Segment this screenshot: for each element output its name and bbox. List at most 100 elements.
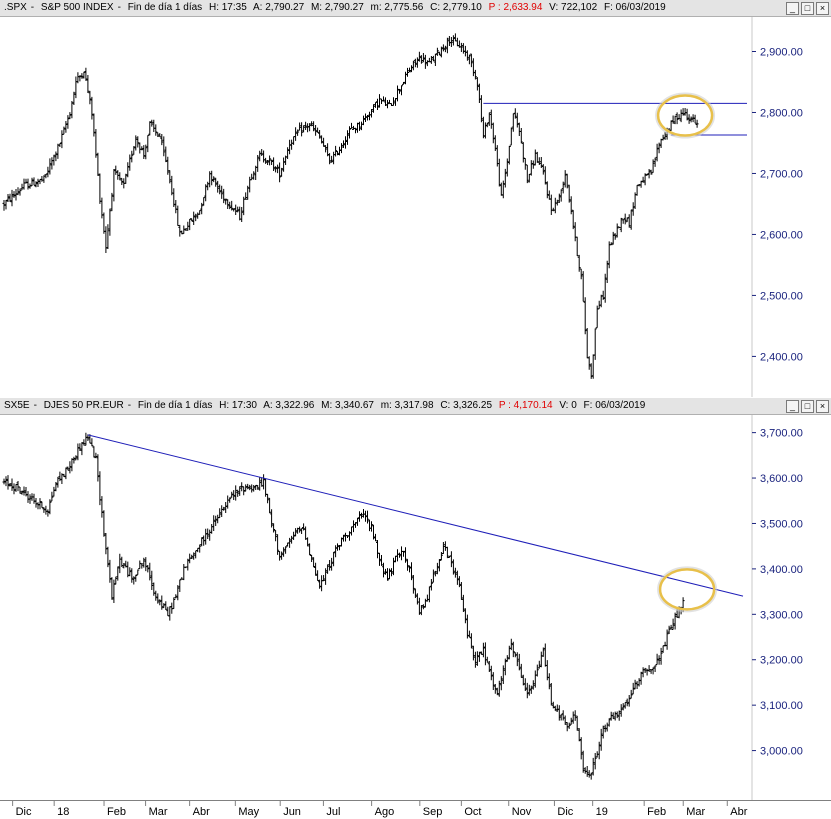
ohlc-bar (671, 618, 675, 630)
ohlc-bar (42, 507, 46, 513)
ohlc-bar (473, 69, 477, 80)
ohlc-bar (441, 542, 445, 554)
ohlc-bar (140, 146, 144, 151)
ohlc-bar (587, 770, 591, 778)
ohlc-bar (322, 137, 326, 147)
ohlc-bar (392, 557, 395, 576)
ohlc-bar (194, 550, 198, 559)
ohlc-bar (128, 567, 132, 577)
ohlc-bar (523, 678, 527, 691)
ohlc-bar (296, 129, 300, 136)
ohlc-bar (653, 665, 657, 672)
ohlc-bar (413, 58, 417, 68)
minimize-button[interactable]: _ (786, 2, 799, 15)
ohlc-bar (441, 44, 445, 52)
ohlc-bar (186, 558, 190, 571)
ohlc-bar (46, 509, 50, 517)
sx5e-close: C: 3,326.25 (440, 400, 493, 411)
ohlc-bar (160, 134, 164, 146)
ohlc-bar (178, 224, 182, 237)
ohlc-bar (320, 135, 324, 144)
ohlc-bar (194, 213, 198, 222)
ohlc-bar (643, 667, 647, 673)
ohlc-bar (242, 486, 246, 496)
maximize-button[interactable]: □ (801, 400, 814, 413)
ohlc-bar (501, 180, 505, 199)
ohlc-bar (292, 531, 296, 540)
ohlc-bar (451, 35, 455, 46)
minimize-button[interactable]: _ (786, 400, 799, 413)
sx5e-symbol: SX5E (4, 400, 30, 411)
ohlc-bar (487, 661, 491, 672)
ohlc-bar (573, 222, 577, 242)
ohlc-bar (523, 158, 527, 170)
ohlc-bar (118, 172, 122, 181)
ohlc-bar (290, 535, 294, 544)
ohlc-bar (396, 549, 399, 562)
x-tick-label: Nov (512, 806, 532, 818)
ohlc-bar (519, 663, 523, 678)
ohlc-bar (56, 143, 60, 159)
sx5e-low: m: 3,317.98 (380, 400, 434, 411)
ohlc-bar (410, 65, 413, 73)
ohlc-bar (497, 158, 501, 187)
ohlc-bar (38, 498, 42, 510)
maximize-button[interactable]: □ (801, 2, 814, 15)
ohlc-bar (459, 582, 463, 600)
ohlc-bar (260, 149, 264, 156)
ohlc-bar (308, 123, 312, 132)
ohlc-bar (18, 486, 22, 494)
ohlc-bar (96, 454, 100, 482)
ohlc-bar (128, 154, 132, 171)
ohlc-bar (549, 683, 553, 706)
close-button[interactable]: × (816, 400, 829, 413)
ohlc-bar (427, 586, 431, 603)
ohlc-bar (8, 483, 12, 487)
ohlc-bar (605, 260, 609, 283)
ohlc-bar (304, 121, 308, 130)
ohlc-bar (362, 115, 365, 126)
ohlc-bar (204, 528, 208, 545)
ohlc-bar (22, 178, 26, 190)
ohlc-bar (392, 97, 395, 106)
x-tick-label: Jun (283, 806, 301, 818)
close-button[interactable]: × (816, 2, 829, 15)
ohlc-bars (2, 33, 699, 379)
spx-p-value: P : 2,633.94 (488, 2, 543, 13)
spx-name: S&P 500 INDEX (40, 2, 114, 13)
ohlc-bar (593, 328, 597, 360)
spx-period: Fin de día 1 días (127, 2, 203, 13)
ohlc-bar (328, 153, 332, 165)
ohlc-bar (212, 515, 216, 531)
ohlc-bar (98, 173, 102, 204)
ohlc-bar (314, 125, 318, 136)
sx5e-high: M: 3,340.67 (321, 400, 374, 411)
ohlc-bar (611, 712, 615, 720)
sx5e-chart[interactable]: 3,700.00 3,600.00 3,500.00 3,400.00 3,300.00… (0, 415, 831, 800)
ohlc-bar (154, 590, 158, 601)
ohlc-bar (298, 122, 302, 131)
ohlc-bar (336, 151, 339, 156)
ohlc-bar (411, 60, 415, 71)
ohlc-bar (569, 196, 573, 215)
ohlc-bar (667, 625, 671, 634)
ohlc-bar (202, 197, 206, 206)
ohlc-bar (408, 67, 411, 73)
ohlc-bar (118, 553, 122, 574)
ohlc-bar (234, 485, 238, 501)
ohlc-bar (324, 568, 328, 585)
ohlc-bar (56, 476, 60, 488)
y-tick-label: 2,500.00 (760, 290, 803, 302)
ohlc-bar (469, 53, 473, 68)
ohlc-bar (86, 75, 90, 93)
ohlc-bar (581, 750, 585, 773)
ohlc-bar (569, 717, 573, 725)
ohlc-bar (258, 477, 262, 491)
ohlc-bar (445, 37, 449, 54)
ohlc-bar (240, 207, 244, 222)
ohlc-bar (607, 718, 611, 727)
ohlc-bar (26, 491, 30, 503)
ohlc-bar (302, 523, 306, 531)
spx-chart[interactable]: 2,900.00 2,800.00 2,700.00 2,600.00 2,500.00… (0, 17, 831, 397)
ohlc-bar (300, 527, 304, 534)
